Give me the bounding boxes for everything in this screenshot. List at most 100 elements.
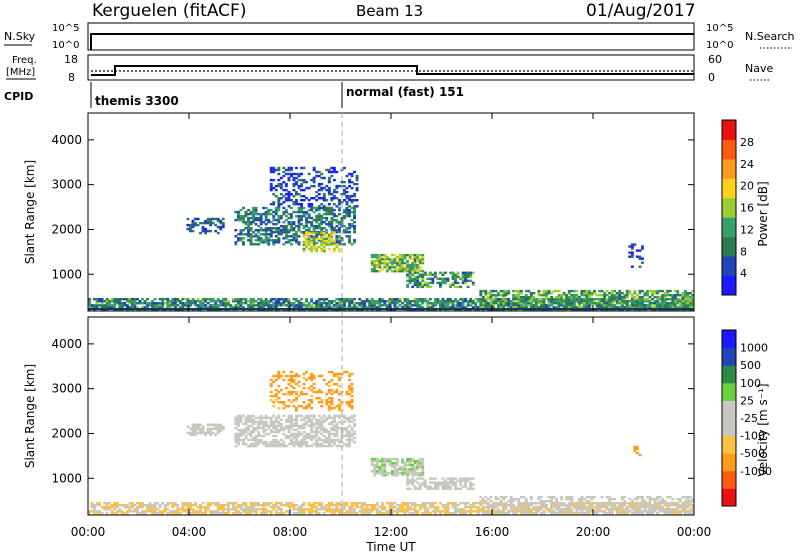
power-cell-7 — [593, 302, 596, 305]
power-cell-0 — [125, 298, 129, 301]
velocity-cell-2 — [317, 430, 321, 434]
velocity-cell-6 — [590, 506, 594, 509]
power-cell-7 — [484, 304, 488, 307]
velocity-cell-2 — [239, 434, 243, 438]
power-cell-0 — [163, 298, 167, 301]
power-cell-5 — [370, 255, 374, 259]
velocity-cell-2 — [257, 440, 261, 444]
power-cell-7 — [663, 304, 667, 307]
velocity-cell-2 — [295, 442, 298, 446]
power-cell-7 — [638, 300, 642, 303]
velocity-cell-0 — [403, 502, 407, 505]
velocity-cell-2 — [249, 416, 253, 420]
power-cell-0 — [524, 304, 528, 307]
power-cell-2 — [350, 206, 354, 210]
velocity-cell-2 — [277, 424, 281, 428]
velocity-cell-0 — [302, 512, 306, 515]
power-cell-7 — [514, 306, 518, 309]
velocity-cell-2 — [249, 420, 253, 424]
power-cell-3 — [332, 195, 336, 198]
power-cell-1 — [189, 229, 192, 233]
power-cell-1 — [201, 229, 205, 233]
velocity-cell-4 — [408, 463, 412, 467]
power-cell-7 — [547, 300, 551, 303]
power-cell-5 — [385, 257, 389, 261]
power-cell-3 — [302, 199, 306, 202]
power-cell-3 — [310, 203, 314, 206]
velocity-cell-0 — [287, 512, 291, 515]
cpid-segment-2: normal (fast) 151 — [346, 85, 464, 99]
velocity-cell-0 — [247, 506, 250, 509]
power-cell-5 — [401, 270, 404, 273]
power-cell-4 — [332, 239, 336, 243]
velocity-cell-1 — [209, 429, 213, 433]
power-cell-8 — [630, 255, 634, 258]
velocity-cell-2 — [325, 440, 329, 444]
velocity-cell-0 — [327, 504, 331, 507]
power-cell-7 — [686, 298, 690, 301]
power-cell-0 — [130, 300, 134, 303]
velocity-cell-6 — [577, 498, 581, 501]
velocity-cell-0 — [252, 510, 255, 513]
velocity-cell-2 — [287, 418, 291, 422]
power-cell-7 — [519, 306, 523, 309]
power-cell-6 — [416, 271, 420, 274]
velocity-cell-2 — [277, 440, 281, 444]
velocity-cell-6 — [489, 500, 493, 503]
power-cell-7 — [610, 304, 614, 307]
velocity-cell-0 — [242, 502, 245, 505]
velocity-cell-3 — [335, 388, 339, 392]
power-cell-0 — [393, 300, 397, 303]
power-cell-2 — [338, 231, 341, 234]
velocity-cell-2 — [332, 418, 336, 422]
power-cell-3 — [355, 174, 359, 178]
velocity-cell-0 — [479, 508, 483, 511]
velocity-cell-3 — [274, 374, 278, 378]
power-cell-0 — [358, 298, 362, 301]
velocity-cell-0 — [383, 508, 387, 511]
power-cell-2 — [315, 233, 319, 236]
power-cell-5 — [378, 253, 382, 257]
power-cell-3 — [272, 168, 276, 172]
power-cell-7 — [615, 306, 619, 309]
velocity-cell-2 — [257, 432, 261, 436]
velocity-cell-0 — [338, 510, 341, 513]
velocity-cell-0 — [274, 510, 278, 513]
power-cell-2 — [274, 218, 278, 222]
power-cell-2 — [327, 212, 331, 216]
power-cell-3 — [345, 186, 349, 190]
velocity-cell-0 — [671, 504, 675, 507]
power-cell-7 — [663, 296, 667, 299]
power-cell-6 — [421, 285, 425, 289]
power-cell-0 — [431, 302, 435, 305]
velocity-cell-0 — [529, 510, 533, 513]
power-cell-0 — [272, 306, 276, 309]
velocity-cell-3 — [330, 392, 334, 396]
power-cell-7 — [524, 306, 528, 309]
velocity-cell-6 — [489, 496, 493, 499]
velocity-cell-4 — [385, 472, 389, 475]
power-cell-0 — [469, 302, 473, 305]
velocity-cell-0 — [532, 506, 536, 509]
velocity-cell-6 — [479, 500, 483, 503]
power-cell-6 — [416, 281, 420, 285]
velocity-cell-3 — [348, 392, 351, 396]
power-cell-4 — [330, 239, 334, 243]
power-cell-6 — [421, 279, 425, 282]
power-cell-7 — [643, 294, 647, 297]
power-cell-0 — [186, 302, 190, 305]
velocity-cell-0 — [216, 502, 220, 505]
velocity-cell-0 — [565, 504, 569, 507]
power-cell-2 — [284, 237, 288, 240]
velocity-cell-2 — [322, 434, 326, 438]
power-cell-0 — [277, 302, 281, 305]
velocity-cell-3 — [317, 397, 321, 400]
power-cell-4 — [312, 235, 316, 239]
velocity-cell-0 — [226, 502, 230, 505]
power-cell-0 — [317, 306, 321, 309]
power-cell-0 — [345, 300, 349, 303]
velocity-cell-5 — [464, 483, 468, 486]
power-cell-2 — [247, 218, 250, 222]
power-cell-0 — [451, 306, 455, 309]
power-cell-0 — [444, 306, 447, 309]
